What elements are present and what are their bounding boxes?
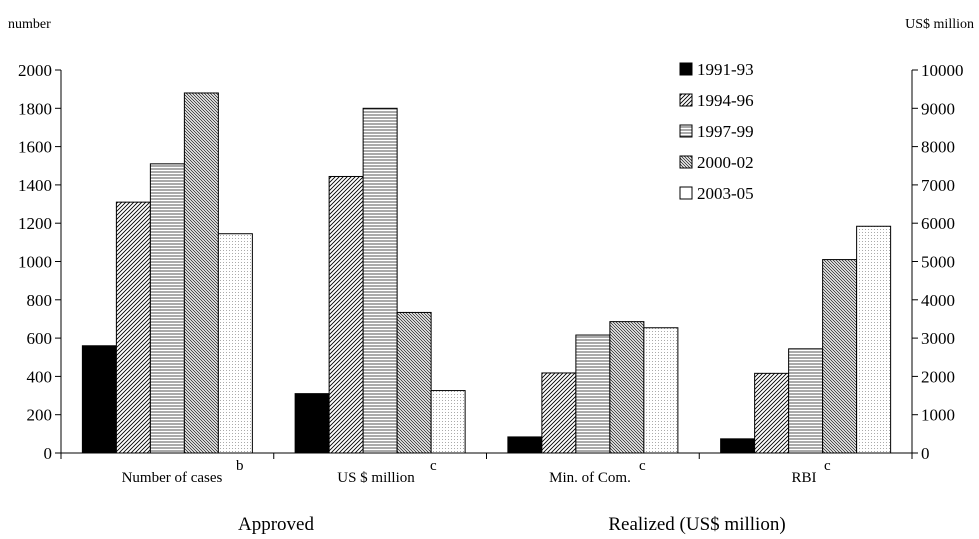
left-axis-ticks: 0 200 400 600 800 1000 1200 1400 1600 1800 2000 (18, 61, 61, 463)
left-tick-label: 400 (27, 367, 53, 386)
bar-1991-93-2 (294, 393, 330, 454)
right-tick-label: 2000 (921, 367, 955, 386)
right-tick-label: 1000 (921, 406, 955, 425)
category-label-min-of-com: Min. of Com. (549, 470, 631, 486)
legend-label-1997-99: 1997-99 (697, 122, 754, 141)
left-tick-label: 1000 (18, 253, 52, 272)
right-axis-unit: US$ million (905, 17, 974, 32)
right-tick-label: 8000 (921, 138, 955, 157)
bars (81, 92, 892, 454)
right-axis-ticks: 0 1000 2000 3000 4000 5000 6000 7000 8000 9000 100… (912, 61, 964, 463)
bar-1997-99-3 (575, 334, 611, 454)
bar-2003-05-1 (217, 233, 253, 454)
left-tick-label: 0 (44, 444, 53, 463)
right-tick-label: 6000 (921, 214, 955, 233)
bar-1994-96-1 (115, 201, 151, 454)
left-axis-unit: number (8, 17, 51, 32)
legend-label-2000-02: 2000-02 (697, 153, 754, 172)
legend-label-1994-96: 1994-96 (697, 91, 754, 110)
legend-swatch-2003-05 (679, 186, 693, 200)
bar-1997-99-1 (149, 163, 185, 454)
right-tick-label: 7000 (921, 176, 955, 195)
legend-swatch-1994-96 (679, 93, 693, 107)
left-tick-label: 1800 (18, 99, 52, 118)
bar-2000-02-1 (183, 92, 219, 454)
right-tick-label: 4000 (921, 291, 955, 310)
group-label-realized: Realized (US$ million) (608, 514, 785, 535)
category-sup-rbi: c (824, 458, 831, 474)
right-tick-label: 0 (921, 444, 930, 463)
left-tick-label: 200 (27, 406, 53, 425)
group-label-approved: Approved (238, 514, 314, 535)
category-sup-us-million: c (430, 458, 437, 474)
legend-swatch-1997-99 (679, 124, 693, 138)
bar-1991-93-4 (720, 438, 756, 454)
bar-1997-99-2 (362, 107, 398, 454)
bar-1997-99-4 (788, 348, 824, 454)
right-tick-label: 9000 (921, 99, 955, 118)
left-tick-label: 800 (27, 291, 53, 310)
right-tick-label: 3000 (921, 329, 955, 348)
legend-label-2003-05: 2003-05 (697, 184, 754, 203)
bar-1994-96-2 (328, 175, 364, 454)
left-tick-label: 1400 (18, 176, 52, 195)
category-label-number-of-cases: Number of cases (122, 470, 223, 486)
bar-2000-02-2 (396, 311, 432, 454)
left-tick-label: 1200 (18, 214, 52, 233)
bar-1991-93-1 (81, 345, 117, 454)
left-tick-label: 600 (27, 329, 53, 348)
bar-2003-05-4 (856, 225, 892, 454)
left-tick-label: 1600 (18, 138, 52, 157)
bar-2000-02-3 (609, 321, 645, 454)
legend-swatch-2000-02 (679, 155, 693, 169)
category-sup-number-of-cases: b (236, 458, 244, 474)
bar-1994-96-3 (541, 372, 577, 454)
category-label-rbi: RBI (791, 470, 816, 486)
bar-2003-05-2 (430, 390, 466, 454)
bar-2000-02-4 (822, 259, 858, 454)
legend-swatch-1991-93 (679, 62, 693, 76)
left-tick-label: 2000 (18, 61, 52, 80)
legend-label-1991-93: 1991-93 (697, 60, 754, 79)
legend: 1991-93 1994-96 1997-99 2000-02 2003-05 (679, 60, 754, 203)
right-tick-label: 10000 (921, 61, 964, 80)
category-label-us-million: US $ million (337, 470, 415, 486)
right-tick-label: 5000 (921, 253, 955, 272)
category-sup-min-of-com: c (639, 458, 646, 474)
bar-1994-96-4 (754, 372, 790, 454)
bar-1991-93-3 (507, 436, 543, 454)
x-axis-ticks (60, 453, 913, 459)
bar-2003-05-3 (643, 327, 679, 454)
